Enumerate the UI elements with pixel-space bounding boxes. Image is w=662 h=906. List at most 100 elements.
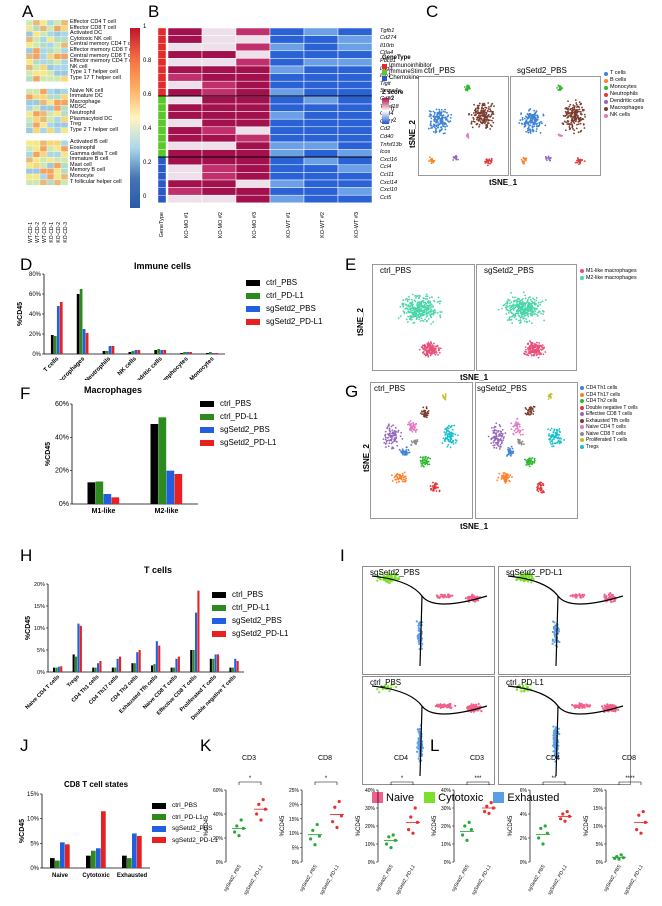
scatter-point xyxy=(611,706,615,709)
scatter-point xyxy=(553,741,556,744)
scatter-point xyxy=(448,424,450,427)
scatter-point xyxy=(485,113,488,116)
panel-c-xlabel: tSNE_1 xyxy=(489,178,518,187)
scatter-point xyxy=(442,395,445,398)
scatter-point xyxy=(511,322,514,325)
scatter-point xyxy=(418,305,421,307)
heat-cell xyxy=(39,47,48,54)
legend-item: Monocytes xyxy=(604,84,644,91)
scatter-point xyxy=(574,593,578,596)
scatter-point xyxy=(538,488,541,490)
scatter-point xyxy=(422,458,425,461)
scatter-point xyxy=(429,311,432,313)
scatter-point xyxy=(441,123,444,126)
scatter-point xyxy=(410,309,412,312)
scatter-point xyxy=(382,578,386,582)
data-point xyxy=(257,802,261,806)
scatter-point xyxy=(530,581,533,584)
scatter-point xyxy=(532,123,534,126)
scatter-point xyxy=(411,302,414,305)
scatter-point xyxy=(544,351,547,353)
scatter-point xyxy=(420,317,423,320)
scatter-point xyxy=(518,298,521,300)
panel-e-left-title: ctrl_PBS xyxy=(380,266,412,275)
scatter-point xyxy=(501,428,504,431)
scatter-point xyxy=(504,432,507,434)
scatter-point xyxy=(423,353,426,355)
genetype-cell xyxy=(158,141,167,150)
scatter-point xyxy=(428,110,431,112)
scatter-point xyxy=(521,116,524,119)
legend-item: sgSetd2_PD-L1 xyxy=(246,315,322,328)
scatter-point xyxy=(378,572,382,575)
scatter-point xyxy=(552,725,555,728)
y-tick-label: 0% xyxy=(444,860,452,866)
scatter-point xyxy=(427,127,430,130)
bar xyxy=(175,658,178,672)
panel-c-left-title: ctrl_PBS xyxy=(424,66,456,75)
scatter-point xyxy=(530,413,532,415)
scatter-point xyxy=(433,342,435,345)
y-tick-label: 25% xyxy=(289,788,300,794)
heat-cell xyxy=(201,103,237,112)
heat-cell xyxy=(235,134,271,143)
scatter-point xyxy=(475,118,478,121)
scatter-point xyxy=(528,320,531,322)
bar xyxy=(57,666,60,672)
heat-cell xyxy=(201,134,237,143)
data-point xyxy=(237,834,241,838)
scatter-point xyxy=(438,108,441,111)
category-label: Naive CD4 T cells xyxy=(25,674,62,711)
scatter-point xyxy=(485,115,488,118)
heat-cell xyxy=(46,47,55,54)
scatter-point xyxy=(485,106,488,109)
scatter-point xyxy=(484,126,487,129)
scatter-point xyxy=(540,344,542,347)
scatter-point xyxy=(415,318,418,321)
heat-cell xyxy=(167,118,203,128)
scatter-point xyxy=(439,311,442,313)
scatter-point xyxy=(530,576,534,579)
scatter-point xyxy=(520,113,522,116)
scatter-point xyxy=(491,112,494,115)
bar xyxy=(114,667,117,672)
scatter-point xyxy=(438,110,441,113)
scatter-point xyxy=(576,161,579,164)
scatter-point xyxy=(401,302,404,305)
scatter-point xyxy=(409,304,412,307)
scatter-point xyxy=(408,423,411,426)
scatter-point xyxy=(378,691,381,694)
bar xyxy=(116,658,119,672)
scatter-point xyxy=(382,438,385,441)
scatter-point xyxy=(417,730,420,733)
scatter-point xyxy=(422,406,425,409)
legend-swatch xyxy=(200,400,214,407)
scatter-point xyxy=(487,119,489,122)
data-point xyxy=(467,820,471,824)
scatter-point xyxy=(525,119,528,122)
facet-title: ctrl_PD-L1 xyxy=(506,678,544,687)
bar xyxy=(212,353,215,354)
scatter-point xyxy=(548,394,551,396)
scatter-point xyxy=(524,350,527,353)
heat-cell xyxy=(303,149,339,158)
scatter-point xyxy=(472,703,475,706)
scatter-point xyxy=(401,474,404,477)
heat-cell xyxy=(60,25,68,32)
scatter-point xyxy=(573,129,576,132)
panel-f-chart: 0%20%40%60%M1-like M2-like%CD45 xyxy=(45,401,198,515)
legend-item: sgSetd2_PBS xyxy=(246,302,322,315)
scatter-point xyxy=(401,438,404,440)
bar xyxy=(122,855,127,868)
scatter-point xyxy=(432,305,435,308)
group-label: sgSetd2_PD-L1 xyxy=(623,864,645,897)
scatter-point xyxy=(492,432,495,434)
scatter-point xyxy=(568,124,571,126)
heat-cell xyxy=(337,80,373,90)
scatter-point xyxy=(423,343,426,346)
category-label: Cytotoxic xyxy=(82,873,110,879)
scatter-point xyxy=(507,311,510,314)
data-point xyxy=(331,820,335,824)
scatter-point xyxy=(493,435,496,438)
heat-cell xyxy=(60,75,68,82)
